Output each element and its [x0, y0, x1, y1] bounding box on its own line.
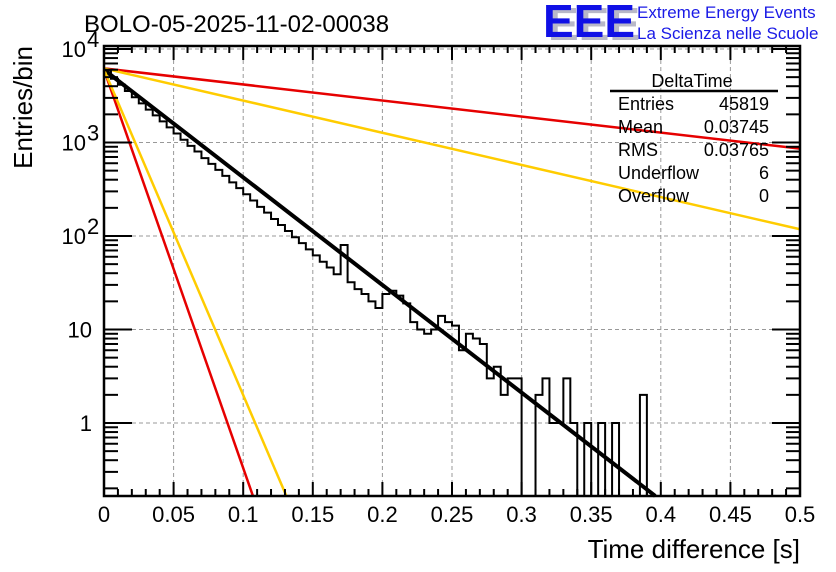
stats-title: DeltaTime — [651, 71, 732, 91]
logo-line1: Extreme Energy Events — [637, 3, 816, 22]
x-tick-label: 0 — [98, 502, 110, 527]
stats-value-mean: 0.03745 — [704, 117, 769, 137]
histogram — [104, 69, 800, 497]
curve-fit — [102, 68, 657, 498]
logo: EEE EEE Extreme Energy Events La Scienza… — [543, 0, 818, 50]
stats-value-overflow: 0 — [759, 186, 769, 206]
tick-labels: 0 0.05 0.1 0.15 0.2 0.25 0.3 0.35 0.4 0.45 0.510 41… — [62, 27, 816, 527]
stats-label-mean: Mean — [618, 117, 663, 137]
stats-label-entries: Entries — [618, 94, 674, 114]
curve-red-fast — [102, 69, 255, 497]
histogram-outline — [104, 69, 800, 497]
y-tick-label: 10 — [62, 224, 86, 249]
y-tick-label: 10 — [68, 318, 92, 343]
logo-line2: La Scienza nelle Scuole — [637, 24, 818, 43]
y-tick-label: 10 — [62, 131, 86, 156]
logo-eee-shadow: EEE — [548, 0, 640, 50]
y-tick-exponent: 3 — [87, 121, 99, 146]
x-axis-label: Time difference [s] — [588, 534, 800, 564]
stats-label-rms: RMS — [618, 140, 658, 160]
chart-title: BOLO-05-2025-11-02-00038 — [84, 11, 389, 38]
x-tick-label: 0.45 — [709, 502, 752, 527]
y-tick-label: 1 — [80, 411, 92, 436]
curve-yellow-slow — [103, 67, 801, 231]
x-tick-label: 0.35 — [570, 502, 613, 527]
x-tick-label: 0.3 — [506, 502, 537, 527]
x-tick-label: 0.05 — [152, 502, 195, 527]
x-tick-label: 0.4 — [646, 502, 677, 527]
x-tick-label: 0.1 — [228, 502, 259, 527]
stats-box: DeltaTime Entries 45819 Mean 0.03745 RMS… — [610, 71, 778, 206]
x-tick-label: 0.2 — [367, 502, 398, 527]
axes — [102, 44, 802, 498]
x-tick-label: 0.25 — [431, 502, 474, 527]
curves — [102, 67, 801, 498]
logo-eee-letters: EEE — [543, 0, 635, 47]
stats-label-overflow: Overflow — [618, 186, 690, 206]
y-axis-label: Entries/bin — [8, 46, 38, 169]
stats-label-underflow: Underflow — [618, 163, 700, 183]
stats-value-rms: 0.03765 — [704, 140, 769, 160]
y-tick-label: 10 — [62, 37, 86, 62]
x-tick-label: 0.5 — [785, 502, 816, 527]
x-tick-label: 0.15 — [291, 502, 334, 527]
stats-value-entries: 45819 — [719, 94, 769, 114]
y-tick-exponent: 4 — [87, 27, 99, 52]
curve-yellow-fast — [102, 69, 288, 497]
curve-red-slow — [103, 67, 801, 150]
y-tick-exponent: 2 — [87, 214, 99, 239]
stats-value-underflow: 6 — [759, 163, 769, 183]
